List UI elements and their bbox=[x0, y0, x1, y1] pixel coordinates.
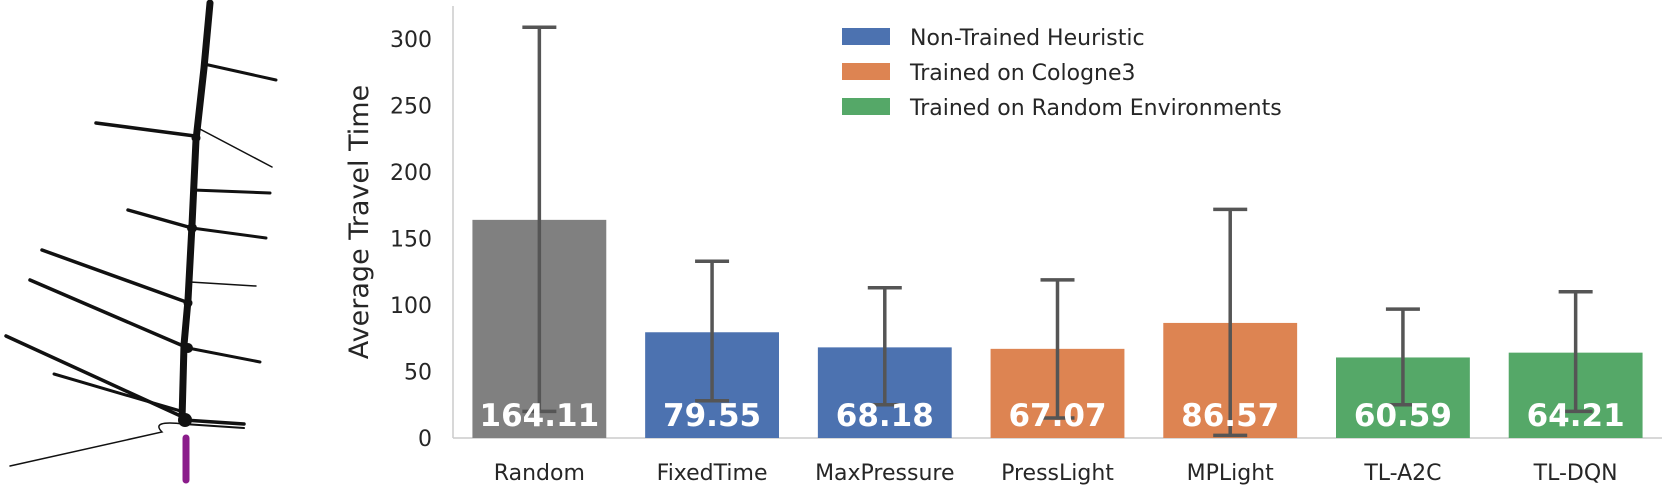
side-road bbox=[40, 248, 191, 305]
y-tick-labels: 0 50 100 150 200 250 300 bbox=[390, 28, 432, 452]
y-tick-label: 300 bbox=[390, 28, 432, 53]
bar-value-labels: 164.11 79.55 68.18 67.07 86.57 60.59 64.21 bbox=[480, 398, 1625, 434]
side-road bbox=[126, 208, 194, 230]
x-tick-label: FixedTime bbox=[657, 461, 768, 486]
side-road bbox=[9, 422, 185, 467]
x-tick-label: MaxPressure bbox=[815, 461, 954, 486]
side-road bbox=[202, 62, 278, 82]
error-bar-mplight bbox=[1213, 207, 1248, 438]
legend-swatch bbox=[842, 63, 890, 80]
bar-value-label: 86.57 bbox=[1181, 398, 1279, 434]
side-road bbox=[183, 423, 245, 429]
error-bar-fixedtime bbox=[695, 259, 730, 403]
legend-item: Trained on Cologne3 bbox=[842, 61, 1136, 86]
road-network-map bbox=[4, 0, 278, 484]
intersection-node bbox=[191, 133, 201, 143]
side-road bbox=[190, 226, 268, 240]
x-tick-label: TL-DQN bbox=[1533, 461, 1618, 486]
error-bar-tl-a2c bbox=[1385, 307, 1420, 407]
bar-value-label: 68.18 bbox=[836, 398, 934, 434]
legend-swatch bbox=[842, 28, 890, 45]
x-tick-label: Random bbox=[494, 461, 585, 486]
side-road bbox=[186, 346, 262, 364]
legend-label: Non-Trained Heuristic bbox=[910, 26, 1145, 51]
side-road bbox=[94, 121, 197, 138]
y-tick-label: 250 bbox=[390, 95, 432, 120]
bar-value-label: 60.59 bbox=[1354, 398, 1452, 434]
bar-value-label: 64.21 bbox=[1527, 398, 1625, 434]
side-road bbox=[191, 188, 272, 195]
x-tick-label: TL-A2C bbox=[1363, 461, 1441, 486]
legend-label: Trained on Cologne3 bbox=[909, 61, 1136, 86]
side-road bbox=[189, 281, 257, 287]
intersection-node bbox=[178, 413, 192, 427]
y-tick-label: 100 bbox=[390, 294, 432, 319]
side-road bbox=[195, 126, 273, 168]
error-bar-random bbox=[522, 25, 557, 414]
error-bar-tl-dqn bbox=[1558, 290, 1593, 414]
side-road bbox=[182, 418, 246, 426]
x-tick-label: MPLight bbox=[1187, 461, 1275, 486]
intersection-node bbox=[187, 223, 197, 233]
legend-item: Non-Trained Heuristic bbox=[842, 26, 1145, 51]
y-tick-label: 150 bbox=[390, 228, 432, 253]
legend-label: Trained on Random Environments bbox=[909, 96, 1282, 121]
bar-value-label: 164.11 bbox=[480, 398, 600, 434]
intersection-node bbox=[183, 298, 193, 308]
legend: Non-Trained Heuristic Trained on Cologne3… bbox=[842, 26, 1282, 121]
error-bar-presslight bbox=[1040, 278, 1075, 420]
bar-chart: 0 50 100 150 200 250 300 Average Travel Time 1… bbox=[344, 6, 1662, 486]
y-tick-label: 50 bbox=[404, 361, 432, 386]
intersection-node bbox=[183, 343, 193, 353]
x-tick-label: PressLight bbox=[1001, 461, 1114, 486]
y-axis-title: Average Travel Time bbox=[344, 85, 375, 359]
y-tick-label: 200 bbox=[390, 161, 432, 186]
side-road bbox=[52, 372, 186, 414]
legend-swatch bbox=[842, 98, 890, 115]
bar-value-label: 67.07 bbox=[1008, 398, 1106, 434]
error-bar-maxpressure bbox=[867, 286, 902, 407]
bar-value-label: 79.55 bbox=[663, 398, 761, 434]
side-road bbox=[28, 278, 190, 350]
x-tick-labels: Random FixedTime MaxPressure PressLight MPLi… bbox=[494, 461, 1618, 486]
y-tick-label: 0 bbox=[418, 427, 432, 452]
error-bars bbox=[522, 25, 1593, 438]
legend-item: Trained on Random Environments bbox=[842, 96, 1282, 121]
